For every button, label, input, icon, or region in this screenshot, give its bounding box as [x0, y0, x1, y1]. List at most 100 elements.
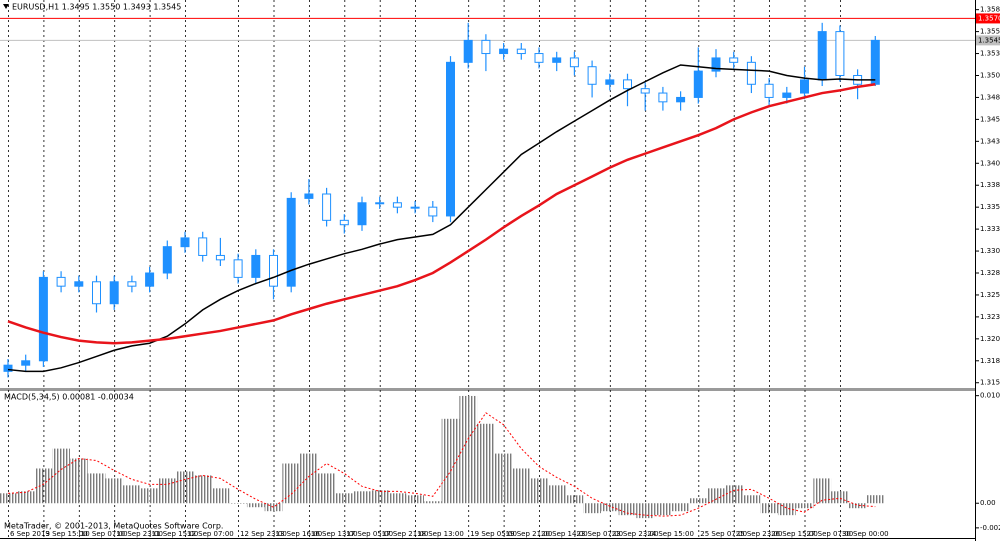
candle-body: [605, 79, 615, 85]
candle-body: [215, 254, 225, 261]
y-tick-label: 0.00: [980, 499, 996, 507]
macd-bar: [565, 495, 584, 504]
macd-signal: [7, 412, 876, 517]
candle-body: [198, 237, 208, 256]
macd-bar: [494, 453, 513, 504]
candle-body: [587, 66, 597, 85]
y-tick-label: 1.3455: [980, 115, 1000, 123]
candle-body: [92, 281, 101, 305]
macd-bar: [317, 473, 336, 504]
candle-body: [127, 281, 137, 287]
x-tick-label: 6 Sep 2013: [10, 530, 50, 538]
macd-bar: [600, 503, 619, 512]
price-level-label: 1.3570: [978, 14, 1000, 22]
candle-body: [870, 39, 880, 85]
y-tick-label: 1.3205: [980, 335, 1000, 343]
x-tick-label: 9 Sep 15:00: [45, 530, 87, 538]
x-tick-label: 19 Sep 05:00: [470, 530, 517, 538]
candle-body: [3, 364, 13, 372]
macd-bar: [777, 503, 796, 516]
candle-body: [392, 202, 402, 208]
candle-body: [251, 254, 261, 278]
macd-bar: [760, 503, 778, 514]
macd-bar: [813, 478, 832, 504]
candle-body: [569, 57, 579, 68]
macd-bar: [246, 503, 265, 508]
y-tick-label: 1.3255: [980, 291, 1000, 299]
macd-bar: [636, 503, 655, 519]
macd-bar: [423, 501, 442, 504]
macd-bar: [618, 503, 637, 516]
candle-body: [676, 96, 686, 103]
macd-bar: [123, 485, 141, 504]
candle-body: [640, 88, 650, 94]
macd-bar: [158, 478, 177, 504]
moving-average: [7, 64, 876, 373]
candle-body: [800, 79, 809, 94]
macd-bar: [831, 491, 849, 504]
x-tick-label: 17 Sep 05:00: [346, 530, 393, 538]
macd-bar: [530, 478, 548, 504]
x-tick-label: 10 Sep 07:00: [81, 530, 128, 538]
macd-bar: [441, 418, 460, 504]
y-tick-label: 1.3330: [980, 225, 1000, 233]
candle-body: [428, 206, 438, 217]
price-level-label: 1.3545: [978, 36, 1000, 44]
macd-bar: [406, 495, 424, 504]
y-tick-label: 1.3305: [980, 247, 1000, 255]
collapse-icon: [3, 4, 9, 9]
chart-title: EURUSD,H1 1.3495 1.3550 1.3493 1.3545: [12, 3, 181, 12]
macd-bar: [229, 503, 247, 504]
macd-bar: [353, 491, 371, 504]
candle-body: [481, 39, 491, 55]
candle-body: [56, 276, 66, 287]
candle-body: [180, 237, 190, 248]
macd-bar: [0, 493, 17, 504]
macd-bar: [193, 475, 212, 504]
moving-average: [7, 83, 876, 345]
macd-bar: [547, 485, 566, 504]
macd-bar: [795, 503, 814, 509]
candle-body: [764, 83, 774, 98]
x-tick-label: 25 Sep 07:00: [700, 530, 747, 538]
macd-bar: [140, 488, 159, 504]
candle-body: [410, 206, 420, 209]
x-tick-label: 12 Sep 23:00: [240, 530, 287, 538]
x-tick-label: 19 Sep 21:00: [506, 530, 553, 538]
macd-bar: [671, 503, 690, 512]
copyright: MetaTrader, © 2001-2013, MetaQuotes Soft…: [4, 522, 223, 531]
macd-bar: [388, 493, 407, 504]
macd-bar: [866, 495, 885, 504]
candle-body: [534, 53, 544, 63]
macd-bar: [282, 463, 301, 504]
x-tick-label: 20 Sep 14:00: [541, 530, 588, 538]
candle-body: [446, 61, 455, 217]
x-tick-label: 11 Sep 15:00: [152, 530, 199, 538]
x-tick-label: 23 Sep 07:00: [576, 530, 623, 538]
x-tick-label: 23 Sep 23:00: [612, 530, 659, 538]
macd-title: MACD(5,34,5) 0.00081 -0.00034: [4, 393, 134, 402]
macd-bar: [264, 503, 283, 512]
x-tick-label: 24 Sep 15:00: [647, 530, 694, 538]
macd-bar: [52, 448, 70, 504]
x-tick-label: 13 Sep 16:00: [276, 530, 323, 538]
candle-body: [269, 254, 278, 287]
y-tick-label: 1.3480: [980, 93, 1000, 101]
candle-body: [109, 281, 119, 305]
x-tick-label: 16 Sep 13:00: [311, 530, 358, 538]
y-tick-label: 1.3180: [980, 357, 1000, 365]
macd-bar: [512, 468, 531, 504]
candle-body: [658, 92, 668, 103]
macd-bar: [176, 471, 194, 504]
y-tick-label: 1.3355: [980, 203, 1000, 211]
candle-body: [74, 281, 84, 287]
macd-bar: [459, 395, 478, 504]
y-tick-label: 1.3430: [980, 137, 1000, 145]
candle-body: [623, 79, 632, 90]
macd-bar: [654, 503, 672, 516]
y-tick-label: 1.3230: [980, 313, 1000, 321]
candle-body: [286, 197, 296, 287]
macd-bar: [689, 498, 708, 504]
candle-body: [693, 70, 703, 98]
